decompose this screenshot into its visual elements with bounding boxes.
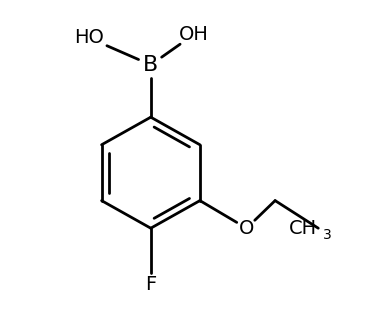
Text: HO: HO — [74, 28, 104, 47]
Text: OH: OH — [179, 25, 209, 44]
Text: O: O — [239, 219, 254, 238]
Text: B: B — [143, 55, 158, 75]
Text: CH: CH — [288, 219, 317, 238]
Text: 3: 3 — [323, 228, 331, 242]
Text: F: F — [145, 275, 156, 294]
